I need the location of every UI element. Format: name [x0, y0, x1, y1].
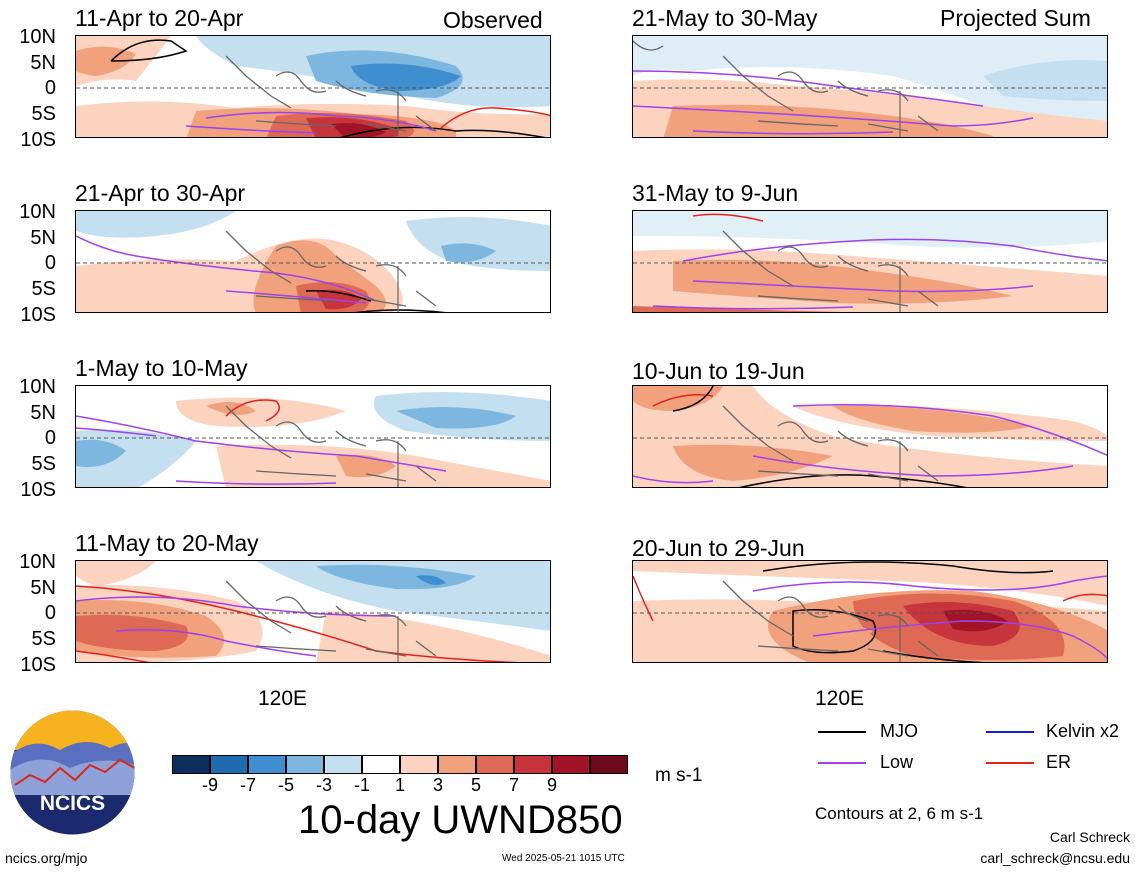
colorbar-label: -9 [201, 775, 218, 795]
main-title: 10-day UWND850 [298, 798, 623, 842]
panel-tag-observed: Observed [443, 7, 543, 33]
lat-tick: 5N [30, 577, 56, 599]
colorbar-swatch [362, 755, 400, 774]
lat-tick: 5N [30, 402, 56, 424]
colorbar-label: -7 [239, 775, 256, 795]
colorbar-swatch [248, 755, 286, 774]
lat-tick: 10N [19, 201, 56, 223]
map-panel-5 [75, 385, 551, 488]
legend-swatch-mjo [818, 731, 866, 733]
map-panel-2 [632, 35, 1108, 138]
lon-tick-right: 120E [815, 687, 865, 710]
panel-title-1: 11-Apr to 20-Apr [75, 5, 244, 31]
map-panel-8 [632, 560, 1108, 663]
lat-tick: 10S [20, 479, 56, 501]
lat-tick: 5N [30, 227, 56, 249]
colorbar-swatch [400, 755, 438, 774]
legend-label-er: ER [1046, 752, 1072, 772]
colorbar-swatch [552, 755, 590, 774]
contour-note: Contours at 2, 6 m s-1 [815, 804, 984, 823]
map-panel-3 [75, 210, 551, 313]
lat-tick: 0 [44, 427, 56, 449]
ncics-logo: NCICS [10, 710, 135, 835]
colorbar-units: m s-1 [655, 765, 703, 786]
panel-title-6: 10-Jun to 19-Jun [632, 358, 805, 384]
panel-title-5: 1-May to 10-May [75, 355, 248, 381]
colorbar-label: -1 [353, 775, 370, 795]
lat-tick: 5S [31, 453, 56, 475]
lat-tick: 0 [44, 77, 56, 99]
panel-title-7: 11-May to 20-May [75, 530, 259, 556]
map-panel-4 [632, 210, 1108, 313]
logo-text: NCICS [40, 792, 105, 815]
colorbar-swatch [476, 755, 514, 774]
colorbar-swatch [324, 755, 362, 774]
panel-title-8: 20-Jun to 29-Jun [632, 535, 805, 561]
lat-tick: 5S [31, 103, 56, 125]
footer-email[interactable]: carl_schreck@ncsu.edu [980, 850, 1130, 866]
colorbar-swatch [286, 755, 324, 774]
lat-tick: 10N [19, 26, 56, 48]
legend-swatch-kelvin [986, 731, 1034, 733]
colorbar-label: 5 [470, 775, 481, 795]
panel-title-4: 31-May to 9-Jun [632, 180, 799, 206]
lat-tick: 10S [20, 304, 56, 326]
map-panel-1 [75, 35, 551, 138]
legend-label-kelvin: Kelvin x2 [1046, 721, 1120, 741]
map-panel-7 [75, 560, 551, 663]
footer-author: Carl Schreck [1049, 829, 1130, 845]
colorbar-label: 1 [394, 775, 405, 795]
colorbar-label: -3 [315, 775, 332, 795]
legend-swatch-er [986, 762, 1034, 764]
colorbar-swatch [438, 755, 476, 774]
legend-label-low: Low [880, 752, 914, 772]
lat-tick: 0 [44, 252, 56, 274]
legend-label-mjo: MJO [880, 721, 918, 741]
lon-tick-left: 120E [258, 687, 308, 710]
colorbar-label: 3 [432, 775, 443, 795]
colorbar-label: -5 [277, 775, 294, 795]
lat-tick: 5N [30, 52, 56, 74]
lat-tick: 0 [44, 602, 56, 624]
colorbar-swatch [514, 755, 552, 774]
colorbar-swatch [210, 755, 248, 774]
lat-tick: 10N [19, 551, 56, 573]
lat-tick: 10S [20, 129, 56, 151]
colorbar-label: 7 [508, 775, 519, 795]
map-panel-6 [632, 385, 1108, 488]
panel-title-3: 21-Apr to 30-Apr [75, 180, 246, 206]
colorbar-swatch [172, 755, 210, 774]
footer-url[interactable]: ncics.org/mjo [5, 850, 88, 866]
footer-timestamp: Wed 2025-05-21 1015 UTC [502, 853, 625, 864]
lat-tick: 10N [19, 376, 56, 398]
colorbar-swatch [590, 755, 628, 774]
lat-tick: 5S [31, 278, 56, 300]
lat-tick: 5S [31, 628, 56, 650]
panel-tag-projected: Projected Sum [940, 5, 1091, 31]
lat-tick: 10S [20, 654, 56, 676]
legend-swatch-low [818, 762, 866, 764]
colorbar-label: 9 [546, 775, 557, 795]
panel-title-2: 21-May to 30-May [632, 5, 818, 31]
